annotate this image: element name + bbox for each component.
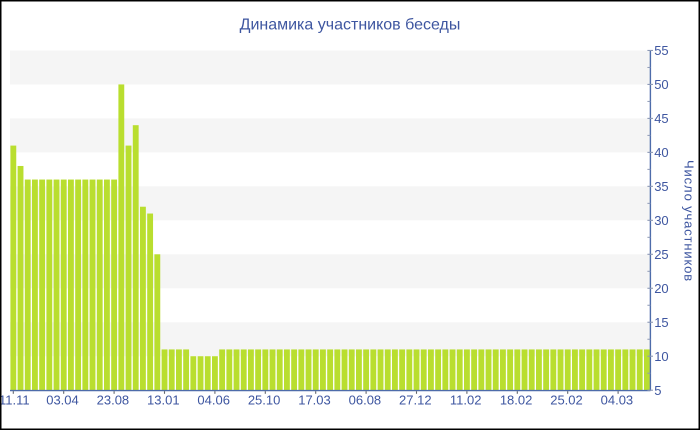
svg-text:50: 50 [654, 77, 668, 92]
svg-text:25: 25 [654, 247, 668, 262]
svg-text:27.12: 27.12 [399, 393, 432, 408]
svg-text:Число участников: Число участников [682, 160, 697, 282]
svg-text:15: 15 [654, 315, 668, 330]
svg-text:04.06: 04.06 [197, 393, 230, 408]
svg-text:13.01: 13.01 [147, 393, 180, 408]
svg-text:40: 40 [654, 145, 668, 160]
svg-text:55: 55 [654, 43, 668, 58]
svg-text:17.03: 17.03 [298, 393, 331, 408]
svg-text:18.02: 18.02 [500, 393, 533, 408]
svg-text:30: 30 [654, 213, 668, 228]
svg-text:04.03: 04.03 [601, 393, 634, 408]
svg-text:06.08: 06.08 [349, 393, 382, 408]
svg-text:23.08: 23.08 [97, 393, 130, 408]
svg-text:25.10: 25.10 [248, 393, 281, 408]
svg-text:03.04: 03.04 [46, 393, 79, 408]
svg-text:20: 20 [654, 281, 668, 296]
svg-text:10: 10 [654, 349, 668, 364]
svg-text:Динамика участников беседы: Динамика участников беседы [240, 17, 461, 34]
svg-text:35: 35 [654, 179, 668, 194]
svg-text:11.02: 11.02 [450, 393, 482, 408]
svg-text:5: 5 [654, 383, 661, 398]
svg-text:45: 45 [654, 111, 668, 126]
svg-text:11.11: 11.11 [0, 393, 30, 408]
svg-text:25.02: 25.02 [550, 393, 583, 408]
